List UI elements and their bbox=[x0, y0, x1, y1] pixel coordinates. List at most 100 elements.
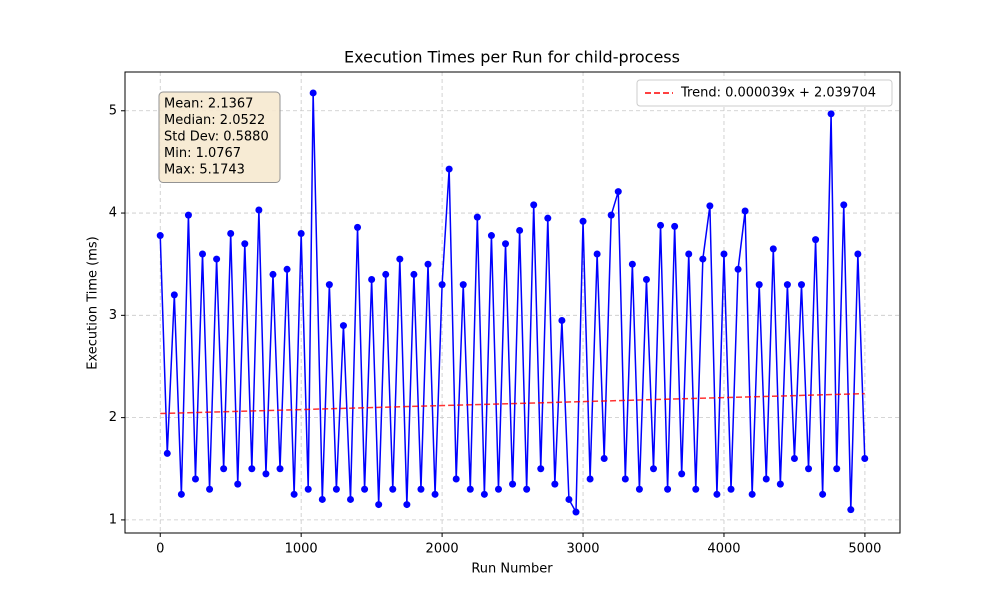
data-point bbox=[621, 475, 629, 483]
data-point bbox=[276, 465, 284, 473]
data-point bbox=[487, 232, 495, 240]
legend-box bbox=[636, 79, 893, 107]
data-point bbox=[699, 255, 707, 263]
legend-label: Trend: 0.000039x + 2.039704 bbox=[680, 86, 876, 101]
data-point bbox=[551, 480, 559, 488]
trend-line bbox=[160, 392, 865, 415]
data-point bbox=[755, 281, 763, 289]
data-point bbox=[339, 322, 347, 330]
data-point bbox=[819, 490, 827, 498]
data-point bbox=[452, 475, 460, 483]
data-point bbox=[184, 211, 192, 219]
data-point bbox=[410, 270, 418, 278]
x-tick-label: 3000 bbox=[566, 542, 599, 557]
data-point bbox=[734, 265, 742, 273]
data-point bbox=[227, 230, 235, 238]
data-point bbox=[459, 281, 467, 289]
data-point bbox=[783, 281, 791, 289]
data-point bbox=[607, 211, 615, 219]
data-point bbox=[565, 495, 573, 503]
x-tick-label: 4000 bbox=[707, 542, 740, 557]
data-point bbox=[234, 480, 242, 488]
data-point bbox=[572, 508, 580, 516]
data-point bbox=[678, 470, 686, 478]
y-axis-label: Execution Time (ms) bbox=[86, 236, 101, 369]
data-point bbox=[255, 206, 263, 214]
data-point bbox=[776, 480, 784, 488]
data-point bbox=[191, 475, 199, 483]
chart-title: Execution Times per Run for child-proces… bbox=[344, 48, 680, 67]
data-point bbox=[706, 202, 714, 210]
stats-text: Min: 1.0767 bbox=[164, 146, 241, 161]
data-point bbox=[389, 485, 397, 493]
data-point bbox=[762, 475, 770, 483]
data-point bbox=[797, 281, 805, 289]
data-point bbox=[466, 485, 474, 493]
data-point bbox=[170, 291, 178, 299]
y-tick-label: 2 bbox=[109, 410, 117, 425]
data-point bbox=[664, 485, 672, 493]
data-point bbox=[861, 455, 869, 463]
y-tick-label: 1 bbox=[109, 512, 117, 527]
data-point bbox=[297, 230, 305, 238]
data-point bbox=[840, 201, 848, 209]
data-point bbox=[417, 485, 425, 493]
data-point bbox=[199, 250, 207, 258]
data-point bbox=[220, 465, 228, 473]
data-point bbox=[516, 226, 524, 234]
data-point bbox=[382, 270, 390, 278]
plot-frame bbox=[124, 71, 901, 534]
data-point bbox=[269, 270, 277, 278]
data-point bbox=[346, 495, 354, 503]
stats-text: Mean: 2.1367 bbox=[164, 97, 253, 112]
data-point bbox=[650, 465, 658, 473]
data-point bbox=[720, 250, 728, 258]
data-point bbox=[642, 276, 650, 284]
data-point bbox=[741, 207, 749, 215]
data-point bbox=[537, 465, 545, 473]
data-point bbox=[361, 485, 369, 493]
data-point bbox=[403, 501, 411, 509]
data-point bbox=[544, 214, 552, 222]
data-point bbox=[283, 265, 291, 273]
data-point bbox=[685, 250, 693, 258]
data-point bbox=[177, 490, 185, 498]
data-point bbox=[692, 485, 700, 493]
stats-box bbox=[158, 91, 281, 183]
data-point bbox=[812, 236, 820, 244]
data-point bbox=[635, 485, 643, 493]
data-point bbox=[558, 316, 566, 324]
stats-text: Median: 2.0522 bbox=[164, 113, 265, 128]
data-point bbox=[445, 165, 453, 173]
data-point bbox=[727, 485, 735, 493]
x-tick-label: 2000 bbox=[426, 542, 459, 557]
data-point bbox=[325, 281, 333, 289]
data-point bbox=[509, 480, 517, 488]
x-tick-label: 0 bbox=[156, 542, 164, 557]
data-point bbox=[833, 465, 841, 473]
y-tick-label: 5 bbox=[109, 103, 117, 118]
data-point bbox=[262, 470, 270, 478]
data-point bbox=[847, 506, 855, 514]
data-point bbox=[614, 188, 622, 196]
data-point bbox=[375, 501, 383, 509]
data-point bbox=[241, 240, 249, 248]
data-point bbox=[586, 475, 594, 483]
data-point bbox=[424, 260, 432, 268]
data-point bbox=[593, 250, 601, 258]
data-point bbox=[318, 495, 326, 503]
stats-text: Std Dev: 0.5880 bbox=[164, 130, 269, 145]
data-point bbox=[431, 490, 439, 498]
y-tick-label: 3 bbox=[109, 308, 117, 323]
data-point bbox=[713, 490, 721, 498]
data-point bbox=[600, 455, 608, 463]
y-tick-label: 4 bbox=[109, 206, 117, 221]
data-point bbox=[332, 485, 340, 493]
data-point bbox=[523, 485, 531, 493]
x-tick-label: 5000 bbox=[848, 542, 881, 557]
data-point bbox=[156, 232, 164, 240]
data-point bbox=[309, 89, 317, 97]
data-point bbox=[248, 465, 256, 473]
data-point bbox=[854, 250, 862, 258]
